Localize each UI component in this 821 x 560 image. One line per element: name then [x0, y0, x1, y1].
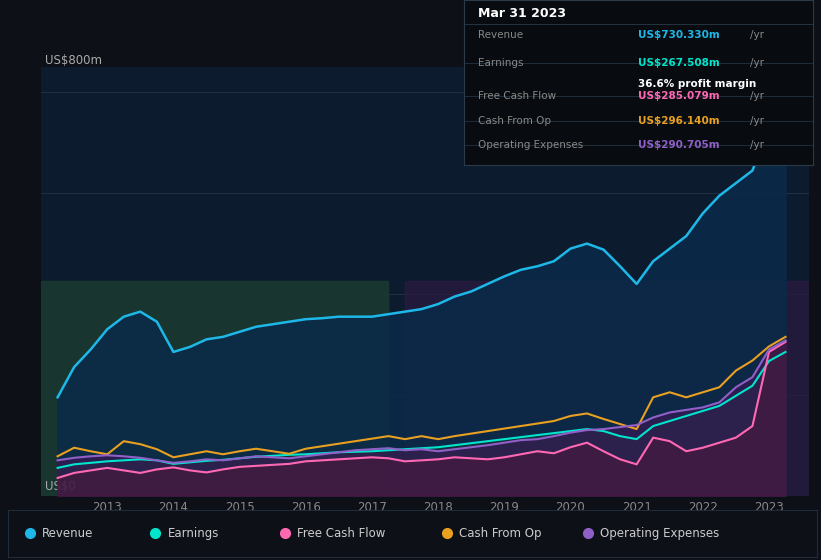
Text: 36.6% profit margin: 36.6% profit margin [639, 80, 757, 89]
Text: Mar 31 2023: Mar 31 2023 [478, 7, 566, 20]
Text: US$0: US$0 [45, 480, 76, 493]
Text: Free Cash Flow: Free Cash Flow [478, 91, 556, 101]
Text: Free Cash Flow: Free Cash Flow [297, 527, 385, 540]
Text: Revenue: Revenue [478, 30, 523, 40]
Text: Earnings: Earnings [478, 58, 523, 68]
Text: Operating Expenses: Operating Expenses [600, 527, 719, 540]
Text: US$267.508m: US$267.508m [639, 58, 720, 68]
Text: US$730.330m: US$730.330m [639, 30, 720, 40]
Text: /yr: /yr [750, 58, 764, 68]
Text: /yr: /yr [750, 115, 764, 125]
Text: Cash From Op: Cash From Op [478, 115, 551, 125]
Text: Revenue: Revenue [42, 527, 94, 540]
Text: US$800m: US$800m [45, 54, 102, 67]
Text: US$285.079m: US$285.079m [639, 91, 720, 101]
Text: Earnings: Earnings [167, 527, 219, 540]
Text: /yr: /yr [750, 141, 764, 151]
Bar [405, 281, 809, 496]
Text: US$296.140m: US$296.140m [639, 115, 720, 125]
Text: Operating Expenses: Operating Expenses [478, 141, 583, 151]
Text: US$290.705m: US$290.705m [639, 141, 720, 151]
Text: Cash From Op: Cash From Op [459, 527, 541, 540]
Text: /yr: /yr [750, 30, 764, 40]
Bar [41, 281, 388, 496]
Text: /yr: /yr [750, 91, 764, 101]
